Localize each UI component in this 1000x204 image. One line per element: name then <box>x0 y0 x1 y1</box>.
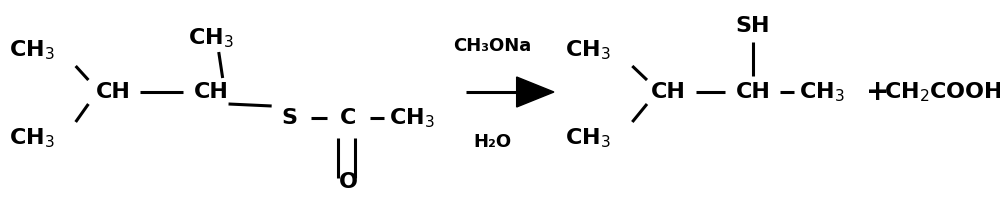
Text: CH$_2$COOH: CH$_2$COOH <box>884 80 1000 104</box>
Text: CH: CH <box>193 82 228 102</box>
Text: S: S <box>281 108 297 128</box>
Text: CH: CH <box>651 82 686 102</box>
Text: +: + <box>866 78 889 106</box>
Text: C: C <box>340 108 356 128</box>
Text: CH$_3$: CH$_3$ <box>9 126 54 150</box>
Text: CH$_3$: CH$_3$ <box>799 80 844 104</box>
Text: CH$_3$: CH$_3$ <box>565 126 611 150</box>
Text: CH₃ONa: CH₃ONa <box>453 37 531 55</box>
Text: CH: CH <box>735 82 770 102</box>
Text: CH$_3$: CH$_3$ <box>188 26 234 50</box>
Text: CH$_3$: CH$_3$ <box>389 106 435 130</box>
Text: CH: CH <box>95 82 130 102</box>
Text: CH$_3$: CH$_3$ <box>9 38 54 62</box>
Text: H₂O: H₂O <box>473 133 511 151</box>
Text: O: O <box>339 172 358 192</box>
Polygon shape <box>517 77 554 107</box>
Text: CH$_3$: CH$_3$ <box>565 38 611 62</box>
Text: SH: SH <box>736 16 770 36</box>
